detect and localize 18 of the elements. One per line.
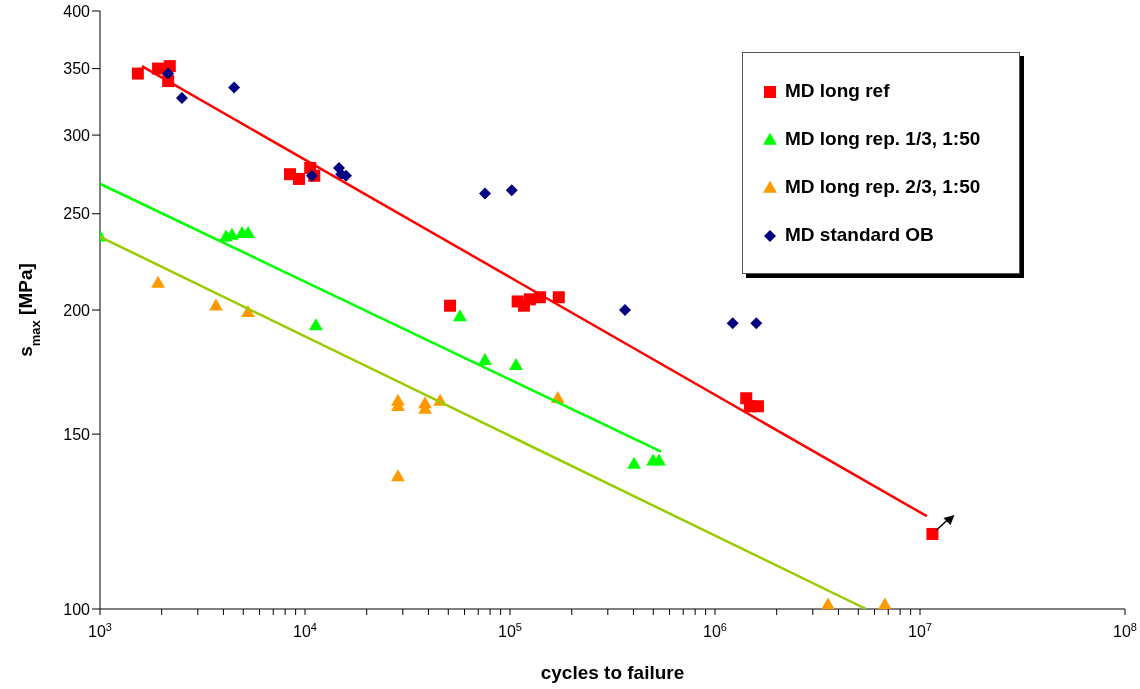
y-tick-label: 100: [63, 600, 91, 618]
legend-label: MD long ref: [785, 80, 890, 102]
x-tick-label: 10$^{7}$: [908, 621, 932, 640]
x-tick-label: 10$^{8}$: [1113, 621, 1137, 640]
y-tick-label: 200: [63, 301, 91, 319]
y-tick-label: 250: [63, 205, 91, 223]
legend-label: MD long rep. 1/3, 1:50: [785, 128, 981, 150]
x-axis-title: cycles to failure: [540, 662, 685, 683]
y-tick-label: 400: [63, 2, 91, 20]
y-tick-label: 150: [63, 425, 91, 443]
x-tick-label: 10$^{5}$: [498, 621, 522, 640]
y-tick-label: 300: [63, 126, 91, 144]
y-tick-label: 350: [63, 60, 91, 78]
x-tick-label: 10$^{3}$: [88, 621, 112, 640]
legend-label: MD standard OB: [785, 224, 934, 246]
x-tick-label: 10$^{6}$: [703, 621, 727, 640]
x-tick-label: 10$^{4}$: [293, 621, 317, 640]
legend-label: MD long rep. 2/3, 1:50: [785, 176, 981, 198]
